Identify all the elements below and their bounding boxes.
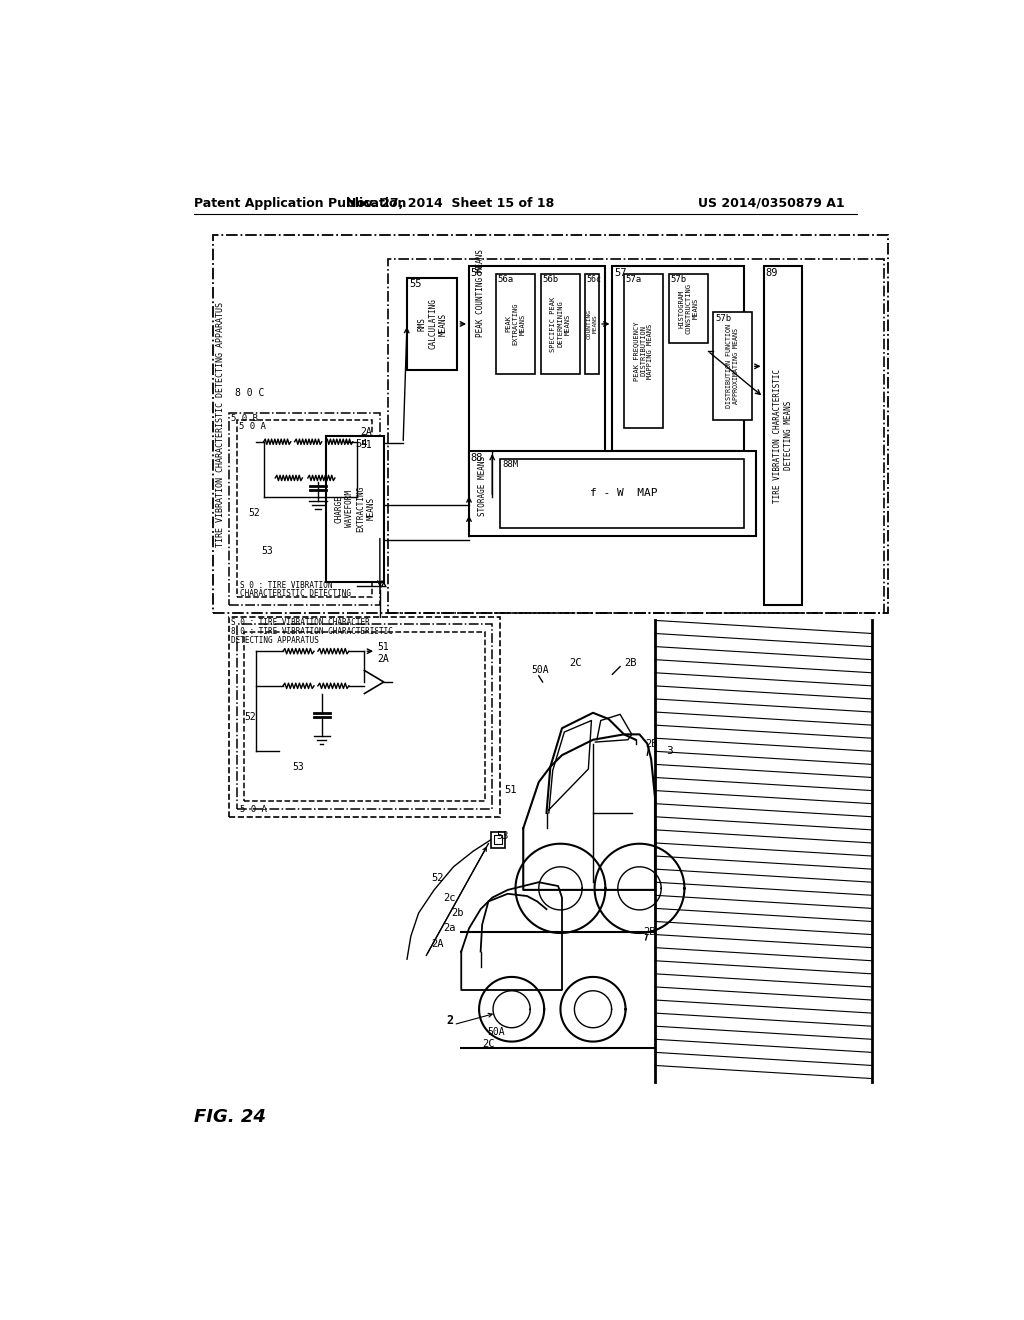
Bar — [541, 275, 580, 374]
Text: CHARGE
WAVEFORM
EXTRACTING
MEANS: CHARGE WAVEFORM EXTRACTING MEANS — [335, 486, 375, 532]
Bar — [326, 436, 384, 582]
Text: 5 0 A: 5 0 A — [241, 805, 267, 814]
Text: 2b: 2b — [452, 908, 464, 917]
Text: FIG. 24: FIG. 24 — [194, 1107, 266, 1126]
Text: 2B: 2B — [646, 739, 658, 748]
Text: 2c: 2c — [443, 892, 456, 903]
Text: 2A: 2A — [360, 426, 373, 437]
Text: 50A: 50A — [531, 665, 549, 676]
Text: 56b: 56b — [543, 276, 559, 284]
Text: US 2014/0350879 A1: US 2014/0350879 A1 — [698, 197, 845, 210]
Text: 8 0 : TIRE VIBRATION CHARACTERISTIC: 8 0 : TIRE VIBRATION CHARACTERISTIC — [231, 627, 393, 635]
Text: PEAK FREQUENCY
DISTRIBUTION
MAPPING MEANS: PEAK FREQUENCY DISTRIBUTION MAPPING MEAN… — [634, 321, 653, 380]
Text: Patent Application Publication: Patent Application Publication — [194, 197, 407, 210]
Text: 57b: 57b — [716, 314, 731, 323]
Text: 56: 56 — [471, 268, 483, 277]
Text: 2C: 2C — [569, 657, 583, 668]
Text: RMS
CALCULATING
MEANS: RMS CALCULATING MEANS — [418, 298, 447, 350]
Text: 2A: 2A — [432, 939, 444, 949]
Polygon shape — [595, 843, 684, 933]
Bar — [407, 277, 458, 370]
Text: 2a: 2a — [443, 924, 456, 933]
Text: 56a: 56a — [498, 276, 514, 284]
Text: STORAGE MEANS: STORAGE MEANS — [477, 455, 486, 516]
Bar — [624, 275, 663, 428]
Text: TIRE VIBRATION CHARACTERISTIC DETECTING APPARATUS: TIRE VIBRATION CHARACTERISTIC DETECTING … — [216, 301, 224, 546]
Text: 2B: 2B — [643, 927, 656, 937]
Text: 51: 51 — [360, 440, 373, 450]
Text: SPECIFIC PEAK
DETERMINING
MEANS: SPECIFIC PEAK DETERMINING MEANS — [551, 296, 570, 351]
Text: 2C: 2C — [482, 1039, 495, 1049]
Bar — [469, 267, 604, 498]
Text: 57a: 57a — [626, 276, 642, 284]
Text: 52: 52 — [248, 508, 260, 517]
Text: 53: 53 — [293, 762, 304, 772]
Polygon shape — [479, 977, 544, 1041]
Bar — [494, 836, 502, 845]
Text: 52: 52 — [244, 711, 256, 722]
Bar — [228, 616, 500, 817]
Bar — [496, 275, 535, 374]
Polygon shape — [515, 843, 605, 933]
Text: 55: 55 — [410, 280, 422, 289]
Text: 50A: 50A — [487, 1027, 505, 1038]
Bar — [388, 259, 884, 612]
Text: S 0 : TIRE VIBRATION CHARACTER: S 0 : TIRE VIBRATION CHARACTER — [231, 618, 370, 627]
Text: 51: 51 — [378, 643, 389, 652]
Bar — [469, 451, 756, 536]
Text: 53: 53 — [496, 832, 509, 841]
Bar — [500, 459, 744, 528]
Text: DETECTING APPARATUS: DETECTING APPARATUS — [231, 636, 318, 644]
Bar — [669, 275, 708, 343]
Bar — [586, 275, 599, 374]
Bar — [213, 235, 888, 612]
Text: DISTRIBUTION FUNCTION
APPROXIMATING MEANS: DISTRIBUTION FUNCTION APPROXIMATING MEAN… — [726, 325, 739, 408]
Bar — [245, 632, 484, 801]
Bar — [713, 313, 752, 420]
Bar — [490, 832, 505, 847]
Polygon shape — [560, 977, 626, 1041]
Text: HISTOGRAM
CONSTRUCTING
MEANS: HISTOGRAM CONSTRUCTING MEANS — [678, 282, 698, 334]
Text: 54: 54 — [355, 440, 368, 449]
Text: 2B: 2B — [624, 657, 637, 668]
Text: 3: 3 — [667, 746, 674, 756]
Text: 5 0 A: 5 0 A — [239, 422, 265, 430]
Text: 56c: 56c — [586, 276, 601, 284]
Text: S 0 : TIRE VIBRATION: S 0 : TIRE VIBRATION — [241, 581, 333, 590]
Text: f - W  MAP: f - W MAP — [590, 488, 657, 499]
Text: 51: 51 — [504, 785, 516, 795]
Bar — [764, 267, 802, 605]
Text: 2A: 2A — [378, 653, 389, 664]
Text: 57: 57 — [614, 268, 627, 277]
Text: COUNTING
MEANS: COUNTING MEANS — [587, 309, 598, 339]
Text: 53: 53 — [261, 546, 273, 556]
Text: PEAK
EXTRACTING
MEANS: PEAK EXTRACTING MEANS — [506, 302, 525, 346]
Text: 5 0 B: 5 0 B — [231, 414, 258, 422]
Text: 88: 88 — [471, 453, 483, 462]
Text: Nov. 27, 2014  Sheet 15 of 18: Nov. 27, 2014 Sheet 15 of 18 — [345, 197, 554, 210]
Text: TIRE VIBRATION CHARACTERISTIC
DETECTING MEANS: TIRE VIBRATION CHARACTERISTIC DETECTING … — [773, 368, 793, 503]
Text: 89: 89 — [765, 268, 777, 277]
Text: CHARACTERISTIC DETECTING: CHARACTERISTIC DETECTING — [241, 589, 351, 598]
Text: 2: 2 — [446, 1014, 454, 1027]
Text: PEAK COUNTING MEANS: PEAK COUNTING MEANS — [476, 249, 485, 337]
Bar — [228, 412, 380, 605]
Bar — [237, 624, 493, 809]
Text: 52: 52 — [432, 874, 444, 883]
Text: 8 0 C: 8 0 C — [234, 388, 264, 399]
Text: 57b: 57b — [671, 276, 687, 284]
Bar — [237, 420, 372, 598]
Bar — [612, 267, 744, 451]
Text: 88M: 88M — [503, 461, 518, 469]
